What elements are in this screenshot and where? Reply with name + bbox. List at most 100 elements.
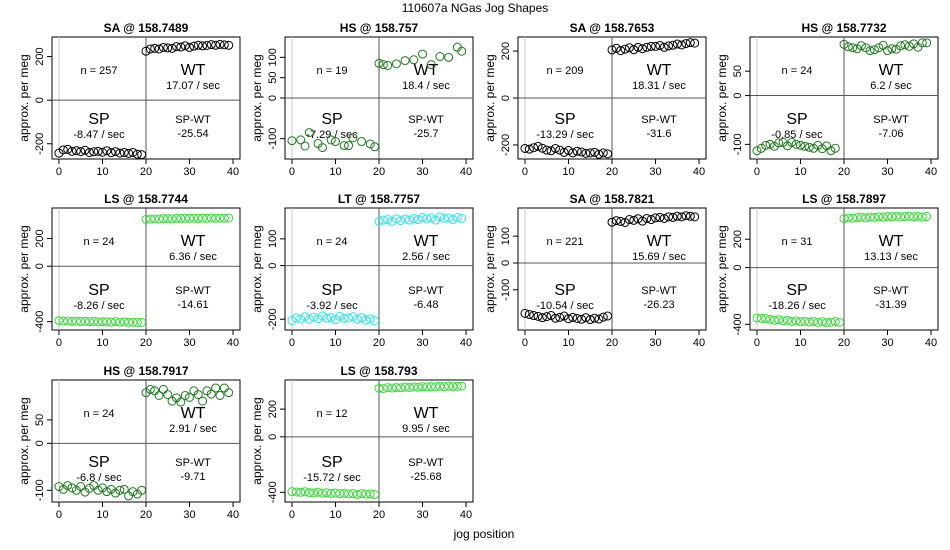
sp-data-point: [795, 317, 805, 327]
sp-data-point: [520, 308, 530, 318]
sp-data-point: [774, 315, 784, 325]
wt-data-point: [685, 211, 695, 221]
x-tick-label: 0: [289, 509, 295, 521]
sp-data-point: [93, 317, 103, 327]
n-count-label: n = 24: [317, 236, 348, 248]
wt-data-point: [655, 212, 665, 222]
x-axis-label: jog position: [453, 527, 515, 541]
sp-data-point: [365, 139, 375, 149]
wt-data-point: [865, 46, 875, 56]
wt-data-point: [913, 211, 923, 221]
spwt-value: -25.54: [177, 128, 208, 140]
sp-data-point: [106, 148, 116, 158]
wt-data-point: [426, 382, 436, 392]
wt-data-point: [431, 382, 441, 392]
sp-data-point: [287, 316, 297, 326]
wt-data-point: [193, 214, 203, 224]
sp-data-point: [533, 141, 543, 151]
wt-data-point: [215, 390, 225, 400]
panel-title: SA @ 158.7821: [570, 192, 655, 206]
wt-data-point: [219, 213, 229, 223]
y-tick-label: 50: [732, 65, 744, 77]
wt-data-point: [891, 211, 901, 221]
wt-data-point: [224, 213, 234, 223]
sp-rate-label: -10.54 / sec: [536, 300, 594, 312]
x-tick-label: 30: [416, 337, 428, 349]
sp-data-point: [128, 487, 138, 497]
sp-data-point: [795, 140, 805, 150]
x-tick-label: 10: [329, 166, 341, 178]
sp-rate-label: -18.26 / sec: [768, 300, 826, 312]
sp-data-point: [555, 312, 565, 322]
panel-title: HS @ 158.7917: [103, 364, 188, 378]
sp-data-point: [287, 487, 297, 497]
wt-data-point: [690, 212, 700, 222]
sp-data-point: [97, 147, 107, 157]
x-tick-label: 0: [56, 337, 62, 349]
panel-title: HS @ 158.757: [340, 21, 419, 35]
sp-data-point: [826, 317, 836, 327]
wt-data-point: [633, 42, 643, 52]
sp-data-point: [322, 488, 332, 498]
wt-data-point: [457, 46, 467, 56]
sp-data-point: [137, 485, 147, 495]
x-tick-label: 20: [373, 166, 385, 178]
sp-data-point: [339, 313, 349, 323]
wt-data-point: [883, 212, 893, 222]
wt-data-point: [396, 216, 406, 226]
y-tick-label: -100: [267, 128, 279, 150]
wt-data-point: [633, 214, 643, 224]
wt-data-point: [374, 383, 384, 393]
sp-data-point: [800, 141, 810, 151]
sp-data-point: [361, 489, 371, 499]
sp-data-point: [782, 315, 792, 325]
wt-data-point: [616, 46, 626, 56]
sp-data-point: [84, 147, 94, 157]
x-tick-label: 0: [754, 337, 760, 349]
sp-data-point: [817, 317, 827, 327]
wt-data-point: [839, 214, 849, 224]
wt-data-point: [848, 213, 858, 223]
spwt-value: -31.39: [875, 299, 906, 311]
x-tick-label: 10: [562, 166, 574, 178]
wt-data-point: [409, 213, 419, 223]
sp-data-point: [67, 483, 77, 493]
x-tick-label: 20: [373, 337, 385, 349]
y-tick-label: -200: [267, 308, 279, 330]
sp-data-point: [54, 316, 64, 326]
wt-data-point: [391, 214, 401, 224]
wt-data-point: [681, 39, 691, 49]
wt-data-point: [163, 214, 173, 224]
sp-data-point: [559, 311, 569, 321]
wt-data-point: [211, 383, 221, 393]
x-tick-label: 0: [289, 337, 295, 349]
wt-data-point: [158, 384, 168, 394]
sp-data-point: [93, 485, 103, 495]
spwt-value: -7.06: [878, 128, 903, 140]
x-tick-label: 20: [838, 337, 850, 349]
wt-data-point: [219, 40, 229, 50]
sp-data-point: [330, 488, 340, 498]
wt-label: WT: [181, 62, 206, 79]
wt-data-point: [426, 213, 436, 223]
sp-data-point: [119, 484, 129, 494]
wt-data-point: [163, 43, 173, 53]
x-tick-label: 40: [460, 166, 472, 178]
wt-data-point: [400, 382, 410, 392]
wt-data-point: [444, 213, 454, 223]
sp-data-point: [598, 312, 608, 322]
sp-data-point: [348, 133, 358, 143]
wt-data-point: [852, 213, 862, 223]
sp-data-point: [322, 313, 332, 323]
wt-data-point: [193, 390, 203, 400]
y-tick-label: 0: [500, 95, 512, 101]
wt-data-point: [664, 212, 674, 222]
sp-label: SP: [88, 282, 109, 299]
sp-data-point: [577, 314, 587, 324]
sp-data-point: [787, 316, 797, 326]
sp-data-point: [774, 138, 784, 148]
x-tick-label: 20: [838, 166, 850, 178]
sp-data-point: [313, 314, 323, 324]
